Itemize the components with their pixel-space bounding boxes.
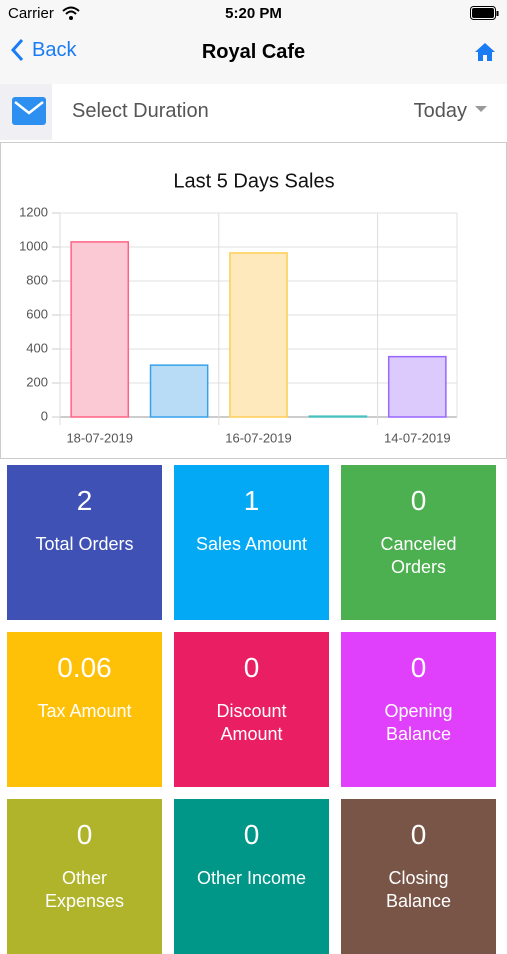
duration-label: Select Duration [72,100,209,122]
x-tick-label: 18-07-2019 [66,430,133,445]
home-button[interactable] [474,42,496,62]
tile-value: 2 [76,485,93,516]
stat-tile[interactable]: 0 Other Expenses [7,799,162,954]
y-tick-label: 200 [26,374,48,389]
tile-label: Other Income [196,868,307,888]
tile-value: 0 [410,485,427,516]
tile-label: Discount Amount [216,701,287,744]
chart: Last 5 Days Sales 0 200 400 600 800 1000 1200 1… [0,142,507,459]
mail-button[interactable] [12,97,46,125]
nav-bar: Back Royal Cafe [0,28,507,84]
tile-value: 0.06 [57,652,112,683]
carrier: Carrier [8,5,54,22]
stat-tile[interactable]: 0 Closing Balance [341,799,496,954]
stat-tile[interactable]: 0 Canceled Orders [341,465,496,620]
stat-tile[interactable]: 1 Sales Amount [174,465,329,620]
back-button[interactable]: Back [10,38,76,62]
y-tick-label: 0 [41,408,48,423]
tile-label: Sales Amount [195,534,308,554]
bar [149,364,209,418]
x-tick-label: 14-07-2019 [384,430,451,445]
tile-value: 0 [76,819,93,850]
tile-value: 0 [243,819,260,850]
wifi-icon [62,6,80,20]
back-chevron [10,38,24,62]
filter-bar: Select Duration Today [0,84,507,140]
y-tick-label: 400 [26,340,48,355]
tile-value: 1 [243,485,260,516]
stat-tile[interactable]: 0 Other Income [174,799,329,954]
stat-tile[interactable]: 2 Total Orders [7,465,162,620]
tile-label: Canceled Orders [380,534,457,577]
nav-title: Royal Cafe [201,41,306,63]
battery-icon [470,6,499,20]
stat-tile[interactable]: 0 Discount Amount [174,632,329,787]
tile-label: Other Expenses [44,868,125,911]
y-tick-label: 600 [26,306,48,321]
y-tick-label: 1200 [19,204,48,219]
stat-tile[interactable]: 0.06 Tax Amount [7,632,162,787]
tile-label: Opening Balance [384,701,453,744]
dropdown-arrow [475,106,487,112]
duration-value: Today [413,100,467,122]
tile-value: 0 [410,819,427,850]
y-tick-label: 800 [26,272,48,287]
y-tick-label: 1000 [19,238,48,253]
bar [229,252,288,418]
tile-value: 0 [243,652,260,683]
bar [308,415,368,418]
back-label: Back [32,38,77,61]
stat-tile[interactable]: 0 Opening Balance [341,632,496,787]
x-tick-label: 16-07-2019 [225,430,292,445]
bar [387,355,447,418]
tile-label: Tax Amount [37,701,132,721]
tile-label: Closing Balance [385,868,452,911]
tile-label: Total Orders [35,534,134,554]
duration-select[interactable]: Select Duration Today [52,84,507,140]
bar [70,241,130,418]
status-bar: Carrier 5:20 PM [0,0,507,28]
chart-title: Last 5 Days Sales [173,170,334,192]
tile-value: 0 [410,652,427,683]
time: 5:20 PM [225,5,282,22]
